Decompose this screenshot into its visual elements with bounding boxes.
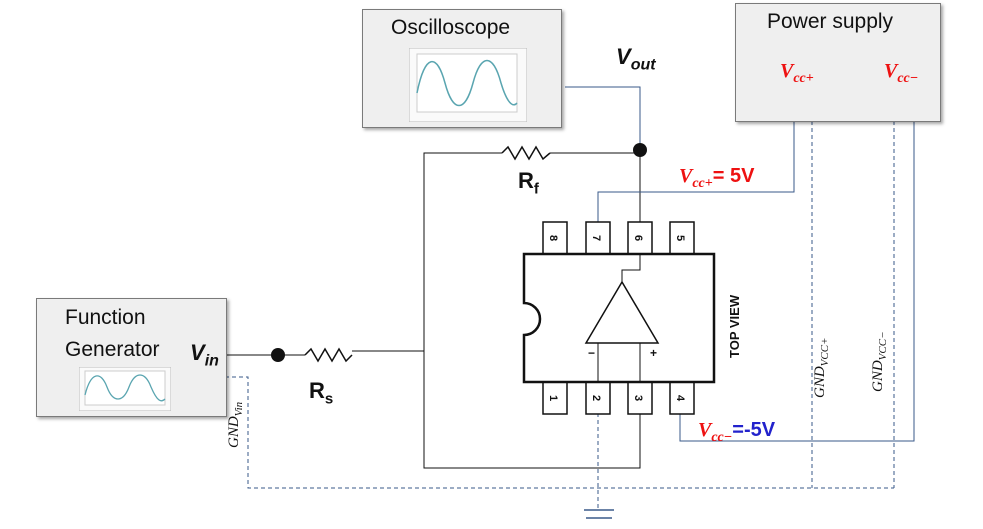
oscilloscope-sine-wave	[416, 60, 518, 106]
pin-num-5: 5	[674, 234, 687, 242]
ps-vcc-plus-label: Vcc+	[780, 60, 814, 86]
vcc-minus-value-label: Vcc−=-5V	[698, 419, 776, 445]
vin-label: Vin	[190, 340, 219, 370]
pin-num-6: 6	[632, 234, 645, 242]
function-generator-box: Function Generator	[36, 298, 227, 417]
pin-num-1: 1	[547, 394, 560, 402]
rs-resistor	[304, 347, 353, 363]
vout-label: Vout	[616, 44, 656, 74]
pin-8	[542, 221, 568, 255]
pin-2	[585, 381, 611, 415]
rf-resistor	[501, 145, 551, 161]
ps-vcc-minus-label: Vcc−	[884, 60, 919, 86]
pin-1	[542, 381, 568, 415]
rf-label: Rf	[518, 168, 539, 198]
gnd-vcc-minus-label: GNDVCC−	[870, 331, 889, 393]
vout-probe-wire	[565, 86, 641, 150]
power-supply-title: Power supply	[767, 10, 894, 33]
pin-5	[669, 221, 695, 255]
vin-node	[271, 348, 285, 362]
oscilloscope-screen	[409, 48, 527, 122]
pin-num-3: 3	[632, 394, 645, 402]
vout-node	[633, 143, 647, 157]
pin-num-2: 2	[590, 394, 603, 402]
vcc-minus-wire	[679, 100, 915, 442]
pin-7	[585, 221, 611, 255]
function-generator-title-line1: Function	[65, 306, 146, 329]
op-amp-triangle	[584, 280, 660, 344]
opamp-minus-sign: −	[588, 346, 596, 360]
gnd-vcc-plus-label: GNDVCC+	[812, 337, 831, 399]
function-generator-screen	[79, 367, 171, 411]
vcc-plus-wire	[597, 100, 795, 222]
pin-4	[669, 381, 695, 415]
function-generator-title-line2: Generator	[65, 338, 160, 361]
feedback-wire-left	[423, 152, 641, 469]
opamp-plus-sign: +	[650, 346, 658, 360]
function-generator-sine-wave	[84, 374, 166, 402]
pin-3	[627, 381, 653, 415]
gnd-vin-wire	[225, 376, 894, 489]
vcc-plus-value-label: Vcc+= 5V	[679, 165, 755, 191]
gnd-vin-label: GNDVin	[226, 401, 245, 448]
pin-num-8: 8	[547, 234, 560, 242]
pin-6	[627, 221, 653, 255]
top-view-label: TOP VIEW	[727, 294, 742, 358]
ground-symbol	[584, 509, 614, 519]
oscilloscope-box: Oscilloscope	[362, 9, 562, 128]
pin-num-4: 4	[674, 394, 687, 402]
rs-label: Rs	[309, 378, 334, 408]
pin-num-7: 7	[590, 234, 603, 242]
power-supply-box: Power supply Vcc+ Vcc−	[735, 3, 941, 122]
oscilloscope-title: Oscilloscope	[391, 16, 511, 39]
op-amp-chip	[522, 221, 716, 415]
